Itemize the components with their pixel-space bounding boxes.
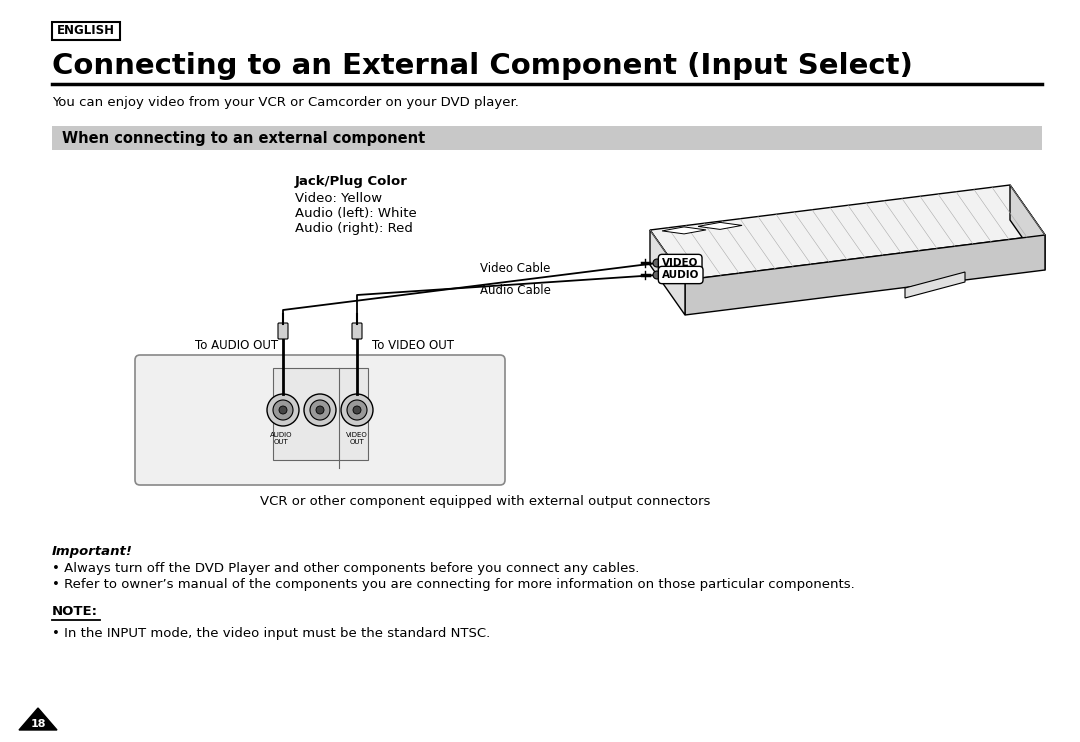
Text: VIDEO
OUT: VIDEO OUT [346,432,368,445]
Circle shape [653,259,661,267]
FancyBboxPatch shape [272,368,367,460]
Text: Audio Cable: Audio Cable [480,283,551,297]
Text: You can enjoy video from your VCR or Camcorder on your DVD player.: You can enjoy video from your VCR or Cam… [52,96,518,109]
Circle shape [279,406,287,414]
Text: Video: Yellow: Video: Yellow [295,192,382,205]
Text: VCR or other component equipped with external output connectors: VCR or other component equipped with ext… [260,495,711,508]
Circle shape [347,400,367,420]
Text: • Always turn off the DVD Player and other components before you connect any cab: • Always turn off the DVD Player and oth… [52,562,639,575]
Text: To AUDIO OUT: To AUDIO OUT [194,339,278,352]
Text: NOTE:: NOTE: [52,605,98,618]
Text: When connecting to an external component: When connecting to an external component [62,131,426,145]
Polygon shape [662,227,706,234]
Text: ENGLISH: ENGLISH [57,24,114,38]
Polygon shape [650,185,1045,280]
Polygon shape [905,272,966,298]
Text: Jack/Plug Color: Jack/Plug Color [295,175,408,188]
Text: 18: 18 [30,719,45,729]
Circle shape [316,406,324,414]
Text: Video Cable: Video Cable [480,261,551,275]
Text: AUDIO: AUDIO [662,270,700,280]
Polygon shape [19,708,57,730]
Text: • In the INPUT mode, the video input must be the standard NTSC.: • In the INPUT mode, the video input mus… [52,627,490,640]
Text: Connecting to an External Component (Input Select): Connecting to an External Component (Inp… [52,52,913,80]
FancyBboxPatch shape [52,22,120,40]
FancyBboxPatch shape [278,323,288,339]
Circle shape [267,394,299,426]
FancyBboxPatch shape [352,323,362,339]
Circle shape [341,394,373,426]
FancyBboxPatch shape [135,355,505,485]
Circle shape [653,271,661,279]
Text: • Refer to owner’s manual of the components you are connecting for more informat: • Refer to owner’s manual of the compone… [52,578,854,591]
FancyBboxPatch shape [52,126,1042,150]
Polygon shape [685,235,1045,315]
Text: AUDIO
OUT: AUDIO OUT [270,432,293,445]
Polygon shape [1010,185,1045,270]
Circle shape [353,406,361,414]
Circle shape [303,394,336,426]
Text: Important!: Important! [52,545,133,558]
Text: To VIDEO OUT: To VIDEO OUT [372,339,454,352]
Text: Audio (right): Red: Audio (right): Red [295,222,413,235]
Circle shape [310,400,330,420]
Circle shape [273,400,293,420]
Polygon shape [698,223,742,229]
Text: VIDEO: VIDEO [662,258,699,268]
Polygon shape [650,230,685,315]
Text: Audio (left): White: Audio (left): White [295,207,417,220]
